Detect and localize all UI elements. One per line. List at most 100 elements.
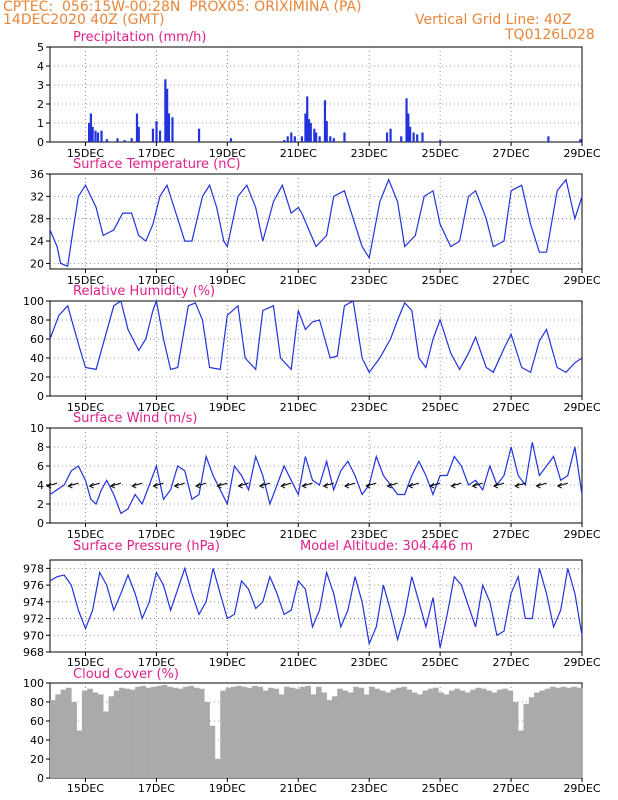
- precip-bar: [315, 132, 318, 142]
- cloud-bar: [60, 689, 67, 778]
- x-tick-label: 29DEC: [563, 401, 600, 414]
- precip-bar: [309, 123, 312, 142]
- y-tick-label: 968: [23, 646, 44, 659]
- cloud-bar: [225, 687, 232, 778]
- precip-bar: [313, 128, 316, 142]
- x-tick-label: 17DEC: [138, 401, 175, 414]
- x-tick-label: 17DEC: [138, 147, 175, 160]
- cloud-bar: [449, 690, 455, 778]
- precip-bar: [407, 113, 410, 142]
- precip-bar: [293, 136, 296, 142]
- x-tick-label: 15DEC: [67, 274, 104, 287]
- x-tick-label: 25DEC: [422, 782, 459, 795]
- wind-arrow: [174, 482, 185, 487]
- wind-arrow-head: [131, 482, 137, 489]
- panel-title: Precipitation (mm/h): [73, 30, 206, 45]
- wind-arrow-head: [67, 482, 73, 489]
- precip-bar: [105, 139, 108, 142]
- panel-title: Surface Wind (m/s): [73, 411, 197, 426]
- precip-bar: [408, 126, 412, 142]
- wind-arrow: [68, 482, 79, 487]
- wind-arrow-head: [46, 482, 52, 489]
- wind-arrow: [557, 482, 568, 487]
- precip-bar: [579, 139, 582, 142]
- precip-bar: [405, 98, 408, 142]
- cloud-bar: [459, 690, 466, 778]
- cloud-bar: [214, 759, 221, 778]
- x-tick-label: 23DEC: [351, 147, 388, 160]
- x-tick-label: 17DEC: [138, 656, 175, 669]
- cloud-bar: [401, 686, 407, 778]
- x-tick-label: 17DEC: [138, 782, 175, 795]
- precip-bar: [300, 136, 304, 142]
- wind-arrow: [387, 482, 398, 487]
- cloud-bar: [177, 688, 184, 778]
- wind-arrow: [536, 482, 547, 487]
- panel-2: 20 24 28 32 36 15DEC 17DEC 19DEC 21DEC 23DEC 25DEC…: [30, 157, 601, 287]
- cloud-bar: [480, 688, 487, 778]
- precip-bar: [91, 126, 94, 142]
- wind-arrow: [217, 482, 228, 487]
- x-tick-label: 27DEC: [493, 782, 530, 795]
- cloud-bar: [507, 690, 514, 778]
- cloud-bar: [156, 685, 163, 778]
- wind-arrow-head: [471, 482, 477, 489]
- precip-bar: [329, 136, 332, 142]
- cloud-bar: [124, 688, 131, 778]
- wind-arrow: [515, 482, 526, 487]
- cloud-bar: [188, 685, 194, 778]
- x-tick-label: 21DEC: [280, 274, 317, 287]
- cloud-bar: [230, 686, 237, 778]
- cloud-bar: [65, 687, 72, 778]
- y-tick-label: 100: [23, 677, 44, 690]
- precip-bar: [439, 140, 442, 142]
- cloud-bar: [566, 687, 572, 778]
- precip-bar: [137, 126, 140, 142]
- precip-bar: [304, 113, 307, 142]
- series-line: [49, 566, 583, 648]
- precip-bar: [323, 100, 327, 142]
- x-tick-label: 15DEC: [67, 656, 104, 669]
- precip-bar: [171, 117, 174, 142]
- cloud-bar: [417, 694, 423, 778]
- x-tick-label: 27DEC: [493, 528, 530, 541]
- grid-note: Vertical Grid Line: 40Z: [415, 12, 572, 28]
- wind-arrow: [89, 482, 100, 487]
- precip-bar: [130, 138, 133, 142]
- cloud-bar: [236, 685, 242, 778]
- cloud-bar: [427, 688, 434, 778]
- wind-arrow-head: [556, 482, 563, 489]
- precip-bar: [158, 130, 162, 142]
- cloud-bar: [369, 686, 375, 778]
- y-tick-label: 80: [30, 314, 44, 327]
- cloud-bar: [316, 686, 322, 778]
- cloud-bar: [113, 690, 120, 778]
- x-tick-label: 19DEC: [209, 528, 246, 541]
- y-tick-label: 28: [30, 213, 44, 226]
- panel-title: Surface Pressure (hPa): [73, 539, 220, 554]
- x-tick-label: 27DEC: [493, 656, 530, 669]
- cloud-bar: [411, 692, 418, 778]
- y-tick-label: 1: [37, 117, 44, 130]
- cloud-bar: [342, 690, 349, 778]
- precip-bar: [547, 136, 550, 142]
- cloud-bar: [161, 684, 168, 778]
- y-tick-label: 978: [23, 562, 44, 575]
- panel-5: 968 970 972 974 976 978 15DEC 17DEC 19DEC 21DEC 23…: [23, 539, 601, 669]
- x-tick-label: 15DEC: [67, 782, 104, 795]
- cloud-bar: [390, 689, 397, 778]
- cloud-bar: [534, 692, 540, 778]
- panel-1: 0 1 2 3 4 5 15DEC 17DEC 19DEC 21DEC 23DEC 25DEC 27DE…: [37, 30, 601, 160]
- cloud-bar: [406, 689, 413, 778]
- cloud-bar: [71, 702, 77, 778]
- y-tick-label: 20: [30, 257, 44, 270]
- panel-title: Surface Temperature (nC): [73, 157, 241, 172]
- cloud-bar: [268, 687, 274, 778]
- cloud-bar: [198, 688, 205, 778]
- cloud-bar: [246, 687, 253, 778]
- wind-arrow: [281, 482, 292, 487]
- x-tick-label: 19DEC: [209, 401, 246, 414]
- panel-3: 0 20 40 60 80 100 15DEC 17DEC 19DEC 21DEC 23DEC 25D…: [23, 284, 601, 414]
- wind-arrow-head: [109, 482, 116, 489]
- cloud-bar: [129, 689, 136, 778]
